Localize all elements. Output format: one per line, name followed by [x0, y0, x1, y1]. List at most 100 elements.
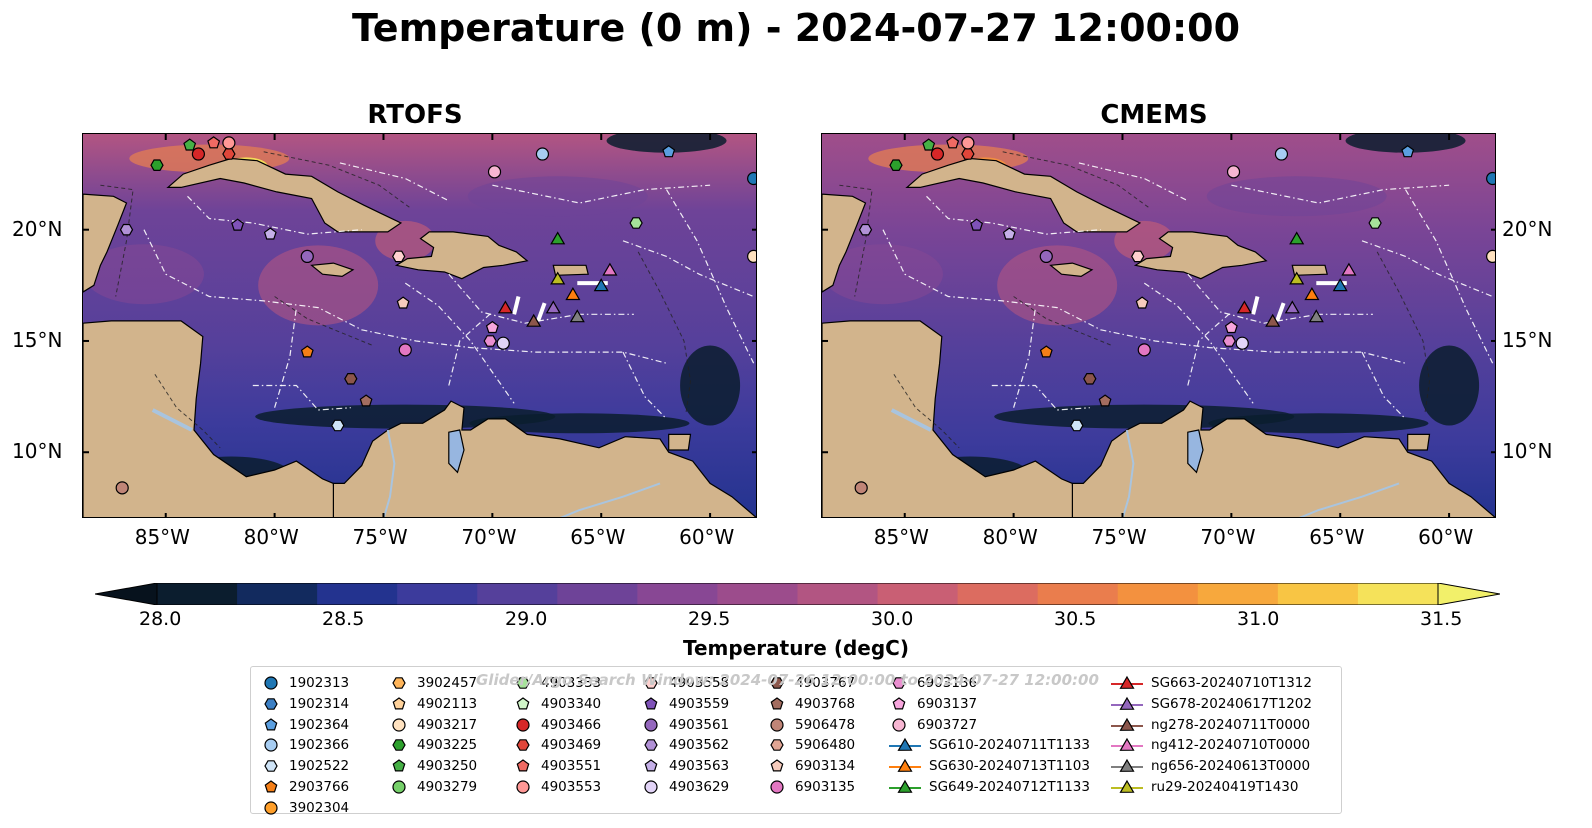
legend-entry: 1902364: [261, 715, 349, 735]
legend-entry: 6903727: [889, 715, 977, 735]
map-marker: [1226, 165, 1241, 179]
map-marker: [1332, 278, 1348, 292]
colorbar-scale: [94, 582, 1501, 606]
map-marker: [1135, 296, 1149, 309]
panel-title-cmems: CMEMS: [1100, 100, 1208, 130]
map-marker: [854, 481, 868, 495]
colorbar-bin: [1197, 583, 1279, 605]
legend-marker-icon: [392, 739, 406, 752]
map-marker: [1098, 394, 1112, 407]
colorbar-tick-label: 31.5: [1420, 608, 1463, 630]
legend: 1902313 1902314 1902364 1902366 1902522 29037…: [250, 666, 1342, 816]
colorbar-tick-label: 28.5: [322, 608, 365, 630]
colorbar-bin: [957, 583, 1039, 605]
colorbar-tick-label: 28.0: [139, 608, 182, 630]
map-marker: [1308, 309, 1324, 323]
map-marker: [1486, 249, 1495, 263]
lon-tick-label: 85°W: [134, 525, 190, 549]
legend-entry: 4903225: [389, 735, 477, 755]
panel-title-rtofs: RTOFS: [367, 100, 463, 130]
lat-tick-label-right: 20°N: [1502, 216, 1553, 241]
legend-label: 6903134: [795, 758, 856, 775]
legend-entry: ng278-20240711T0000: [1111, 715, 1310, 735]
legend-label: 1902366: [289, 737, 350, 754]
map-marker: [889, 159, 903, 172]
legend-entry: 4903466: [513, 715, 601, 735]
legend-entry: 6903134: [767, 756, 855, 776]
legend-marker-icon: [1111, 696, 1143, 710]
map-marker: [1486, 171, 1495, 186]
land-maracaibo: [1187, 429, 1204, 474]
map-panel-cmems: [821, 133, 1496, 518]
land-trinidad: [1407, 433, 1431, 451]
colorbar-bin: [477, 583, 558, 605]
legend-label: 6903135: [795, 779, 856, 795]
legend-entry: SG649-20240712T1133: [889, 777, 1090, 797]
legend-entry: 1902314: [261, 694, 349, 714]
legend-entry: 4903558: [641, 673, 729, 693]
legend-marker-icon: [892, 697, 906, 710]
map-marker: [550, 231, 566, 245]
colorbar-bin: [557, 583, 638, 605]
colorbar-tick-label: 30.0: [871, 608, 914, 630]
legend-label: 4903768: [795, 695, 856, 712]
map-panel-rtofs: [82, 133, 757, 518]
map-marker: [1137, 343, 1151, 357]
legend-label: 6903136: [917, 675, 978, 691]
colorbar-bin: [237, 583, 318, 605]
colorbar-over-arrow: [1437, 582, 1501, 606]
map-marker: [1236, 300, 1252, 314]
map-marker: [565, 286, 581, 301]
lat-tick-label-right: 15°N: [1502, 327, 1553, 352]
land-puerto-rico: [1291, 264, 1328, 276]
map-marker: [526, 313, 542, 327]
map-marker: [359, 394, 373, 407]
legend-entry: 4902113: [389, 694, 477, 714]
map-marker: [231, 218, 245, 231]
legend-entry: 4903553: [513, 777, 601, 797]
map-marker: [300, 345, 314, 358]
map-marker: [550, 271, 566, 285]
legend-marker-icon: [264, 738, 278, 752]
depth-contours: [100, 151, 692, 449]
legend-label: ng278-20240711T0000: [1151, 716, 1311, 733]
legend-label: 4903553: [541, 779, 602, 795]
colorbar: [94, 582, 1501, 606]
legend-marker-icon: [644, 780, 658, 794]
legend-marker-icon: [264, 717, 278, 731]
colorbar-bin: [157, 583, 238, 605]
legend-marker-icon: [516, 717, 530, 732]
legend-entry: SG630-20240713T1103: [889, 756, 1090, 776]
legend-label: 4903279: [417, 779, 478, 795]
legend-entry: 4903333: [513, 673, 601, 693]
map-marker: [747, 249, 756, 263]
legend-entry: 6903136: [889, 673, 977, 693]
map-marker: [961, 148, 975, 160]
colorbar-bin: [1117, 583, 1199, 605]
land-south-america: [332, 400, 756, 517]
legend-entry: ng656-20240613T0000: [1111, 756, 1310, 776]
map-marker: [300, 249, 314, 263]
colorbar-under-arrow: [94, 582, 158, 606]
map-marker: [1289, 231, 1305, 245]
legend-label: SG663-20240710T1312: [1151, 675, 1312, 691]
legend-label: 4903333: [541, 675, 602, 691]
legend-marker-icon: [770, 739, 784, 752]
map-marker: [1131, 250, 1145, 263]
legend-label: 4903563: [669, 758, 730, 775]
colorbar-tick-label: 29.0: [505, 608, 548, 630]
legend-label: 1902364: [289, 716, 350, 733]
legend-marker-icon: [516, 677, 530, 689]
colorbar-tick-label: 31.0: [1237, 608, 1280, 630]
legend-label: SG610-20240711T1133: [929, 737, 1090, 754]
legend-entry: 4903559: [641, 694, 729, 714]
legend-entry: ng412-20240710T0000: [1111, 735, 1310, 755]
colorbar-bin: [797, 583, 879, 605]
map-marker: [344, 373, 358, 385]
map-marker: [183, 138, 197, 151]
map-marker: [970, 218, 984, 231]
legend-entry: 4903250: [389, 756, 477, 776]
colorbar-tick-label: 30.5: [1054, 608, 1097, 630]
legend-label: 4903250: [417, 758, 478, 775]
map-marker: [483, 335, 497, 347]
